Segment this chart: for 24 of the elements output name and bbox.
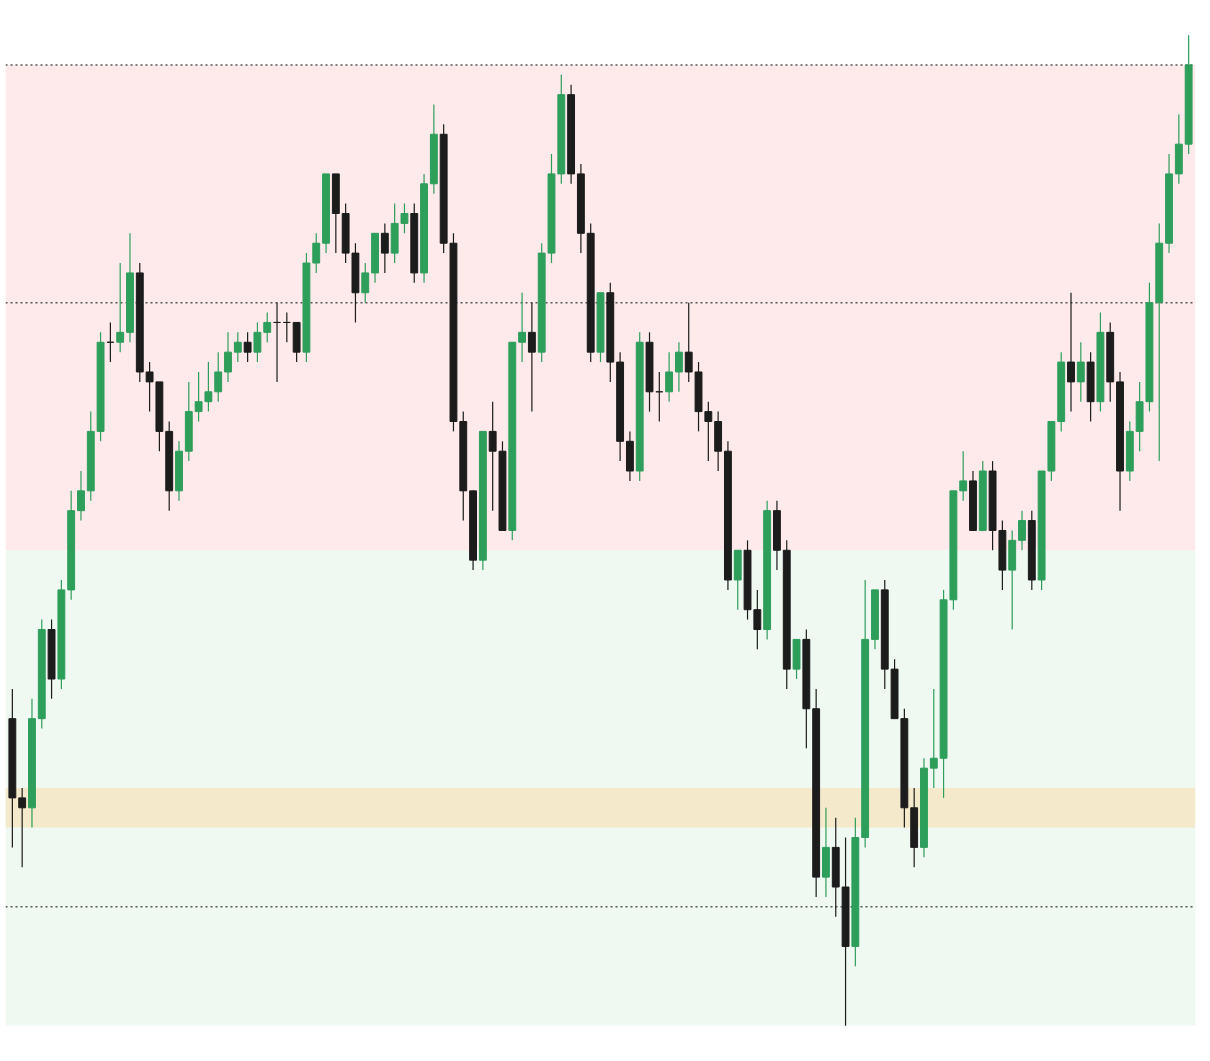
- candlestick: [1018, 510, 1026, 551]
- candlestick: [243, 331, 252, 363]
- candlestick: [312, 232, 321, 274]
- candlestick: [145, 361, 154, 413]
- candlestick: [929, 688, 938, 789]
- candlestick: [204, 361, 213, 413]
- candlestick: [488, 401, 497, 512]
- candlestick: [380, 222, 389, 274]
- candlestick: [1067, 292, 1075, 413]
- candlestick: [214, 351, 223, 403]
- candlestick: [77, 470, 85, 522]
- candlestick: [233, 331, 242, 363]
- candlestick: [684, 302, 693, 383]
- candlestick: [116, 262, 125, 353]
- candlestick: [224, 331, 232, 383]
- candlestick: [518, 292, 527, 363]
- candlestick: [959, 450, 968, 502]
- candlestick: [194, 371, 203, 423]
- candlestick: [674, 341, 683, 393]
- candlestick: [1076, 341, 1085, 403]
- candlestick: [18, 787, 27, 868]
- candlestick: [665, 351, 674, 403]
- candlestick: [527, 302, 536, 413]
- candlestick: [361, 262, 370, 304]
